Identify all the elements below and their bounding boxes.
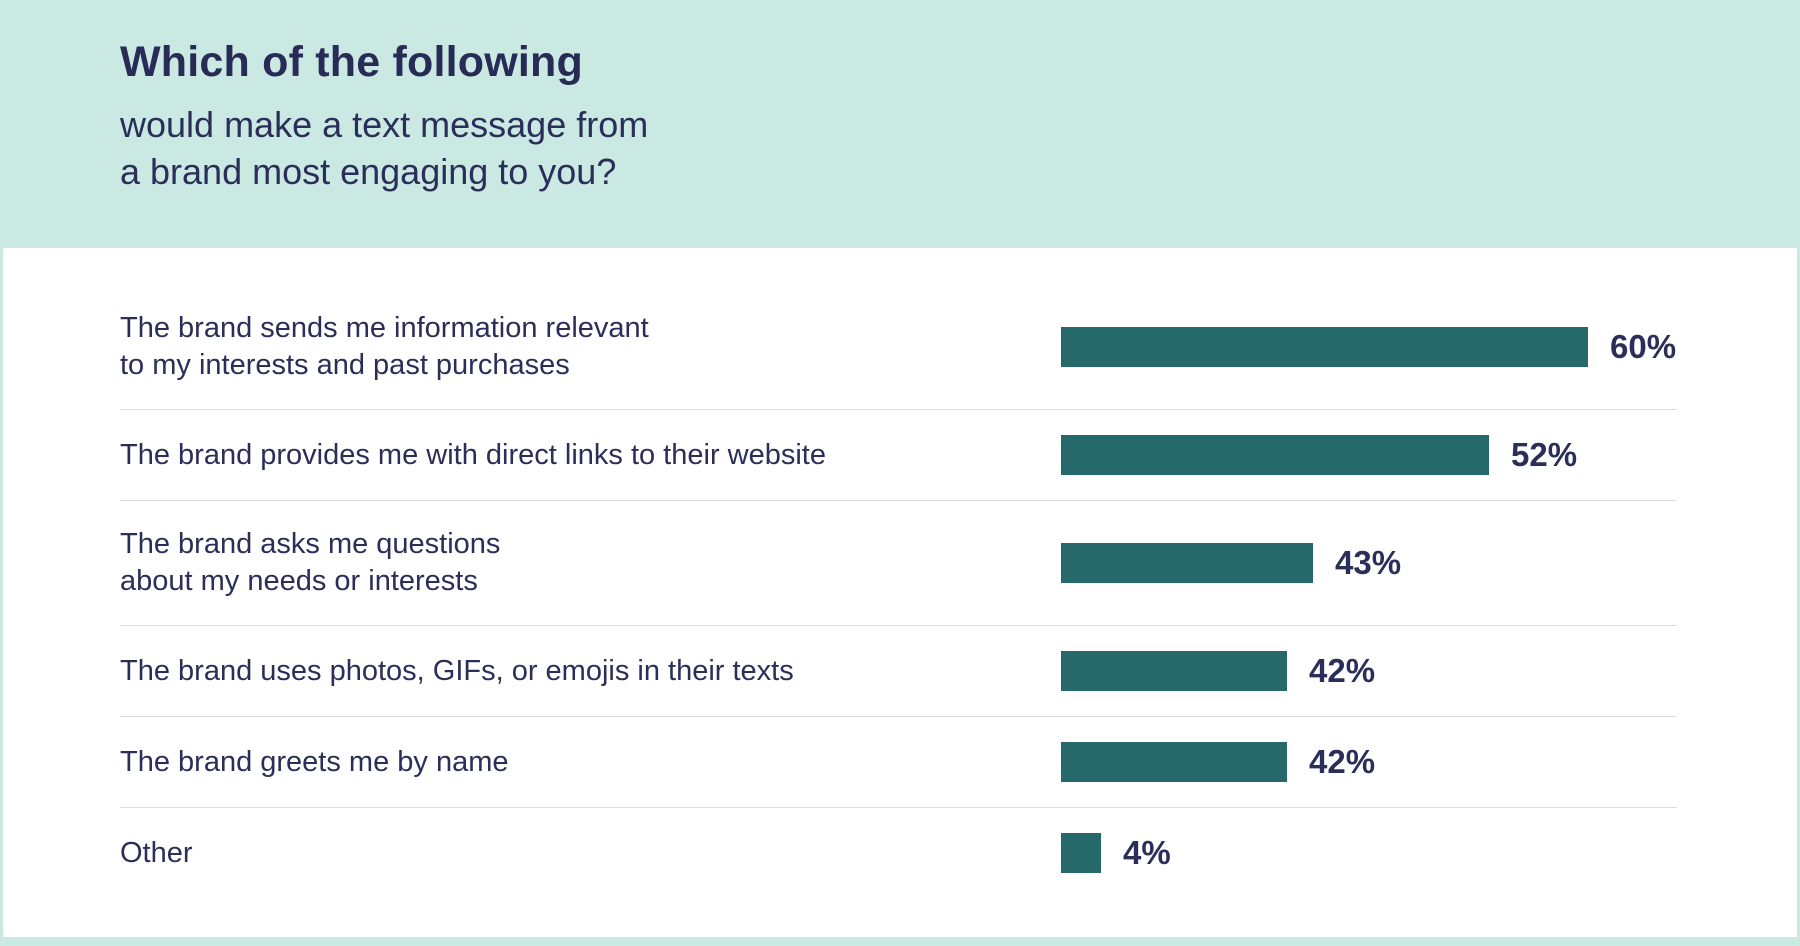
category-label: The brand provides me with direct links …: [120, 438, 826, 471]
chart-row: Other 4%: [120, 808, 1677, 898]
chart-row: The brand asks me questions about my nee…: [120, 501, 1677, 626]
value-label: 43%: [1335, 544, 1402, 581]
bar-cell: 42%: [1061, 742, 1677, 782]
value-label: 60%: [1610, 328, 1677, 365]
category-label: Other: [120, 836, 193, 869]
chart-panel: The brand sends me information relevant …: [3, 248, 1797, 937]
chart-row: The brand uses photos, GIFs, or emojis i…: [120, 626, 1677, 717]
bar-cell: 43%: [1061, 543, 1677, 583]
chart-subtitle: would make a text message from a brand m…: [120, 104, 649, 192]
bar: [1061, 327, 1588, 367]
chart-rows: The brand sends me information relevant …: [120, 285, 1677, 898]
chart-title: Which of the following: [120, 38, 583, 86]
chart-row: The brand greets me by name 42%: [120, 717, 1677, 808]
bar: [1061, 435, 1489, 475]
category-label: The brand greets me by name: [120, 745, 509, 778]
value-label: 52%: [1511, 436, 1578, 473]
bar: [1061, 833, 1101, 873]
category-label: The brand asks me questions about my nee…: [120, 528, 501, 597]
bar-cell: 42%: [1061, 651, 1677, 691]
value-label: 42%: [1309, 652, 1376, 689]
chart-header: Which of the following would make a text…: [0, 0, 1800, 248]
chart-row: The brand provides me with direct links …: [120, 410, 1677, 501]
value-label: 4%: [1123, 834, 1171, 871]
bar: [1061, 742, 1287, 782]
category-label: The brand sends me information relevant …: [120, 312, 649, 381]
value-label: 42%: [1309, 743, 1376, 780]
chart-row: The brand sends me information relevant …: [120, 285, 1677, 410]
category-label: The brand uses photos, GIFs, or emojis i…: [120, 654, 794, 687]
bar: [1061, 651, 1287, 691]
bar: [1061, 543, 1313, 583]
bar-cell: 52%: [1061, 435, 1677, 475]
bar-cell: 4%: [1061, 833, 1677, 873]
bar-cell: 60%: [1061, 327, 1677, 367]
